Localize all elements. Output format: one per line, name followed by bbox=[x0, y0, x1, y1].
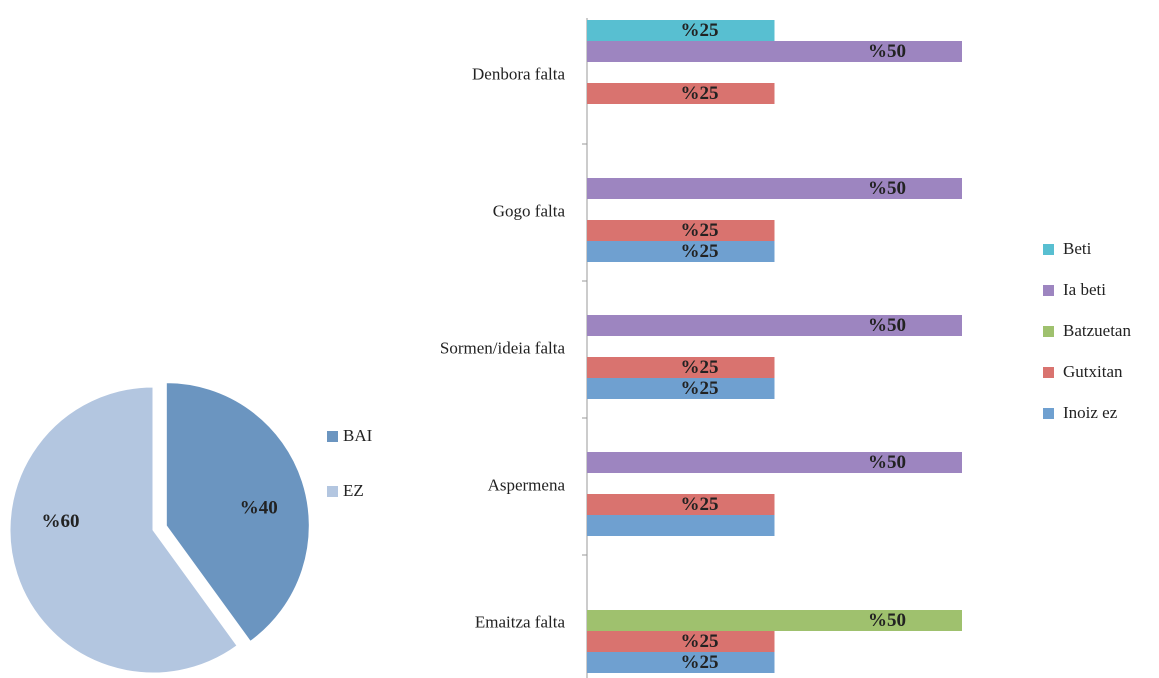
bar bbox=[587, 378, 775, 399]
legend-label: Gutxitan bbox=[1063, 362, 1123, 381]
bar bbox=[587, 83, 775, 104]
legend-swatch bbox=[1043, 326, 1054, 337]
bar-label: %50 bbox=[868, 178, 906, 199]
legend-label: EZ bbox=[343, 481, 364, 500]
bar bbox=[587, 20, 775, 41]
bar-label: %25 bbox=[681, 220, 719, 241]
legend-swatch bbox=[1043, 244, 1054, 255]
bar bbox=[587, 515, 775, 536]
bar-label: %25 bbox=[681, 357, 719, 378]
category-label: Gogo falta bbox=[493, 201, 566, 220]
category-label: Denbora falta bbox=[472, 64, 565, 83]
bar bbox=[587, 220, 775, 241]
bar-label: %50 bbox=[868, 610, 906, 631]
bar bbox=[587, 357, 775, 378]
bar bbox=[587, 631, 775, 652]
legend-swatch bbox=[327, 486, 338, 497]
bar-label: %25 bbox=[681, 652, 719, 673]
legend-swatch bbox=[1043, 408, 1054, 419]
legend-swatch bbox=[1043, 367, 1054, 378]
bar bbox=[587, 610, 962, 631]
bar-label: %50 bbox=[868, 315, 906, 336]
bar-label: %25 bbox=[681, 83, 719, 104]
legend-label: Ia beti bbox=[1063, 280, 1106, 299]
bar-label: %25 bbox=[681, 241, 719, 262]
category-label: Emaitza falta bbox=[475, 612, 566, 631]
bar-label: %25 bbox=[681, 378, 719, 399]
legend-label: BAI bbox=[343, 426, 373, 445]
bar bbox=[587, 41, 962, 62]
bar-label: %50 bbox=[868, 452, 906, 473]
bar-label: %25 bbox=[681, 20, 719, 41]
category-label: Aspermena bbox=[488, 475, 566, 494]
legend-swatch bbox=[327, 431, 338, 442]
legend-swatch bbox=[1043, 285, 1054, 296]
bar bbox=[587, 452, 962, 473]
bar bbox=[587, 494, 775, 515]
pie-slice bbox=[165, 382, 310, 643]
bar-label: %50 bbox=[868, 41, 906, 62]
pie-label: %40 bbox=[240, 498, 278, 519]
bar-label: %25 bbox=[681, 631, 719, 652]
bar bbox=[587, 241, 775, 262]
bar bbox=[587, 178, 962, 199]
bar bbox=[587, 315, 962, 336]
legend-label: Inoiz ez bbox=[1063, 403, 1118, 422]
pie-slice bbox=[9, 386, 238, 674]
category-label: Sormen/ideia falta bbox=[440, 338, 566, 357]
pie-label: %60 bbox=[42, 511, 80, 532]
bar-label: %25 bbox=[681, 494, 719, 515]
legend-label: Batzuetan bbox=[1063, 321, 1131, 340]
legend-label: Beti bbox=[1063, 239, 1092, 258]
bar bbox=[587, 652, 775, 673]
